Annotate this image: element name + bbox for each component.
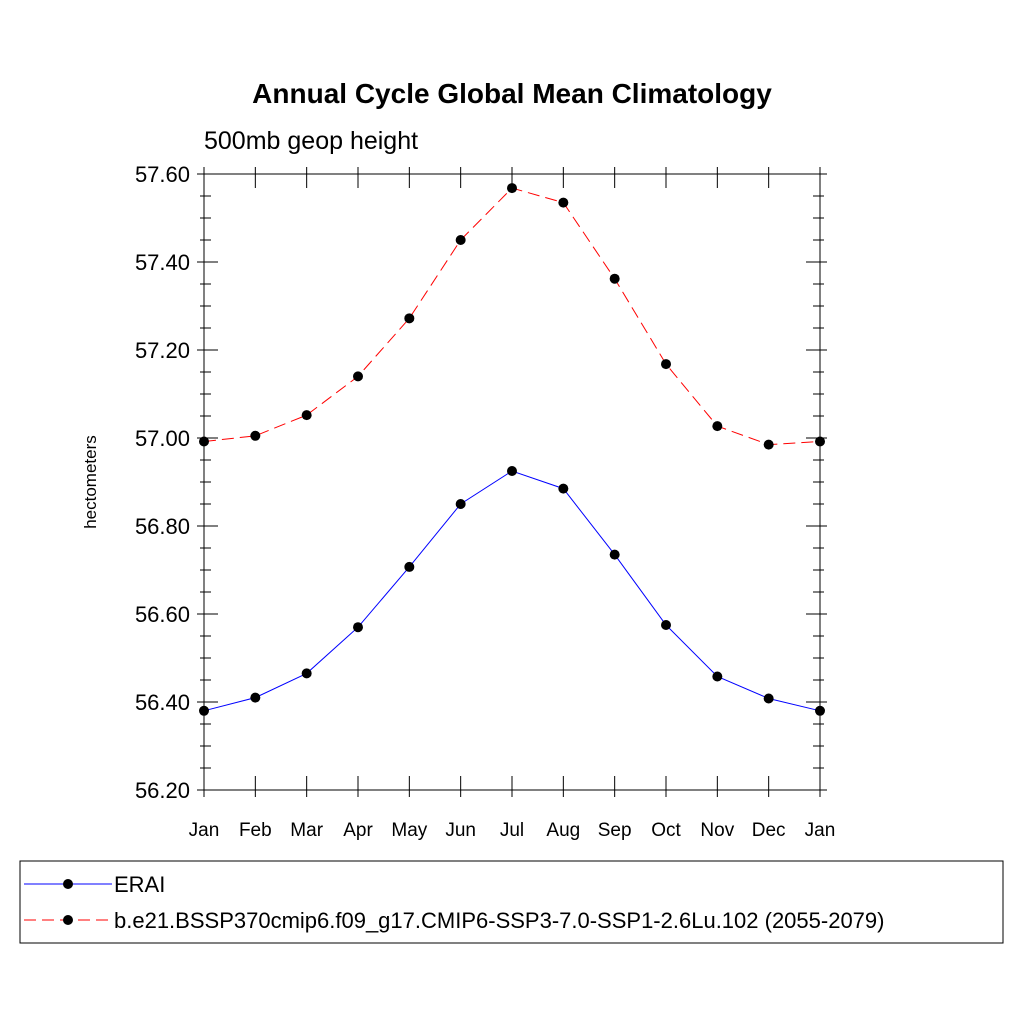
legend: ERAI b.e21.BSSP370cmip6.f09_g17.CMIP6-SSP…	[19, 860, 1004, 944]
y-tick-label: 57.00	[135, 426, 190, 451]
data-point	[609, 273, 620, 284]
y-tick-label: 57.20	[135, 338, 190, 363]
data-point	[507, 466, 517, 476]
x-tick-label: Jun	[445, 820, 476, 841]
x-tick-label: Dec	[752, 820, 786, 841]
x-tick-label: Feb	[239, 820, 272, 841]
x-tick-labels: Jan Feb Mar Apr May Jun Jul Aug Sep Oct Nov Dec Jan	[189, 820, 836, 841]
x-tick-label: Mar	[290, 820, 323, 841]
data-point	[815, 705, 825, 716]
plot-frame	[203, 173, 821, 791]
data-point	[609, 549, 620, 560]
series-line	[203, 470, 821, 712]
data-point	[301, 668, 312, 679]
x-tick-label: May	[391, 820, 427, 841]
series-2	[199, 183, 825, 450]
series-1	[199, 466, 825, 716]
legend-entry: b.e21.BSSP370cmip6.f09_g17.CMIP6-SSP3-7.…	[24, 908, 884, 933]
series-line	[203, 187, 821, 446]
x-tick-label: Apr	[343, 820, 373, 841]
data-point	[815, 436, 825, 447]
data-point	[199, 705, 209, 716]
data-point	[199, 436, 209, 447]
legend-marker	[63, 915, 73, 925]
data-point	[558, 197, 569, 208]
data-point	[661, 620, 671, 630]
x-tick-label: Nov	[700, 820, 734, 841]
y-tick-labels: 56.20 56.40 56.60 56.80 57.00 57.20 57.40 57.60	[135, 162, 190, 803]
data-point	[455, 499, 466, 509]
legend-marker	[63, 879, 73, 889]
axis-ticks	[197, 167, 827, 797]
y-tick-label: 56.40	[135, 690, 190, 715]
x-tick-label: Jan	[805, 820, 836, 841]
chart-subtitle: 500mb geop height	[204, 127, 418, 155]
x-tick-label: Aug	[546, 820, 580, 841]
chart-title: Annual Cycle Global Mean Climatology	[252, 78, 772, 109]
legend-entries: ERAI b.e21.BSSP370cmip6.f09_g17.CMIP6-SSP…	[24, 872, 884, 933]
data-point	[301, 410, 312, 421]
x-tick-label: Jan	[189, 820, 220, 841]
legend-label: b.e21.BSSP370cmip6.f09_g17.CMIP6-SSP3-7.…	[114, 908, 884, 933]
x-tick-label: Sep	[598, 820, 632, 841]
data-point	[250, 692, 261, 703]
data-point	[507, 183, 517, 194]
data-point	[661, 359, 671, 370]
data-point	[455, 235, 466, 245]
legend-box	[19, 860, 1004, 944]
data-point	[404, 313, 415, 324]
data-point	[558, 483, 569, 494]
data-point	[353, 622, 363, 633]
x-tick-label: Jul	[500, 820, 524, 841]
y-tick-label: 56.60	[135, 602, 190, 627]
data-point	[404, 561, 415, 572]
y-tick-label: 57.40	[135, 250, 190, 275]
legend-entry: ERAI	[24, 872, 165, 897]
y-tick-label: 56.80	[135, 514, 190, 539]
y-axis-label: hectometers	[81, 435, 100, 529]
data-point	[763, 693, 774, 704]
data-point	[712, 421, 723, 432]
y-tick-label: 56.20	[135, 778, 190, 803]
y-tick-label: 57.60	[135, 162, 190, 187]
data-point	[250, 430, 261, 441]
legend-label: ERAI	[114, 872, 165, 897]
data-point	[712, 671, 723, 682]
data-point	[353, 371, 363, 382]
series-layer	[199, 183, 825, 716]
data-point	[763, 439, 774, 450]
x-tick-label: Oct	[651, 820, 681, 841]
